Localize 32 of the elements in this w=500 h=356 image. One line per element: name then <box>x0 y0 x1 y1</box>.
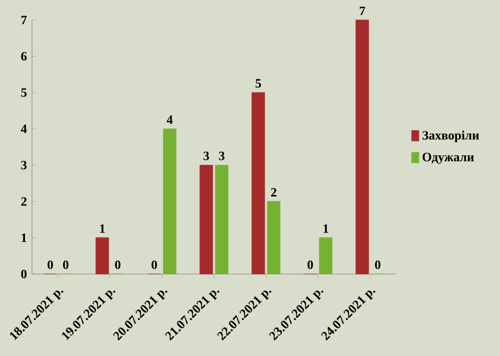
y-tick-label: 2 <box>21 197 26 206</box>
data-label: 2 <box>271 188 276 196</box>
legend-label: Захворіли <box>422 130 480 142</box>
data-label: 5 <box>256 79 261 88</box>
data-label: 4 <box>166 116 173 124</box>
bar <box>200 164 213 274</box>
y-tick-label: 5 <box>21 88 27 97</box>
y-tick-label: 0 <box>21 270 27 278</box>
data-label: 1 <box>324 224 328 233</box>
data-label: 3 <box>204 152 209 160</box>
bar <box>267 201 280 274</box>
bar <box>356 20 369 274</box>
bar <box>215 164 228 274</box>
data-label: 0 <box>308 260 313 270</box>
bar <box>96 237 109 274</box>
y-tick-label: 6 <box>21 52 27 61</box>
data-label: 0 <box>375 260 380 270</box>
y-tick-label: 3 <box>21 160 27 170</box>
data-label: 7 <box>360 6 366 16</box>
legend-label: Одужали <box>422 152 474 164</box>
data-label: 0 <box>48 260 53 270</box>
data-label: 3 <box>219 152 224 160</box>
bar <box>319 237 332 274</box>
data-label: 0 <box>115 260 120 270</box>
y-tick-label: 4 <box>20 124 27 134</box>
data-label: 0 <box>152 260 157 270</box>
data-label: 1 <box>100 224 105 233</box>
y-tick-label: 7 <box>21 16 27 24</box>
bar <box>163 128 176 274</box>
data-label: 0 <box>63 260 68 270</box>
y-tick-label: 1 <box>22 234 26 242</box>
bar <box>252 92 265 274</box>
